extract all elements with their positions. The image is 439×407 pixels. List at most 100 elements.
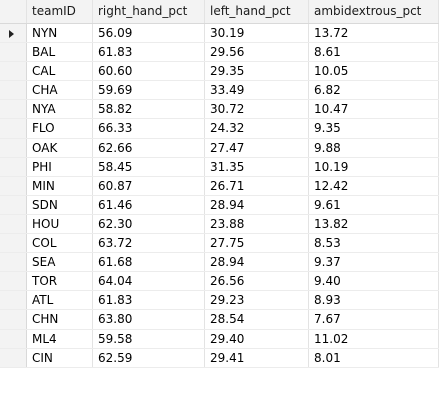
row-header[interactable] [0, 81, 27, 100]
cell-left-hand-pct[interactable]: 27.47 [205, 138, 309, 157]
cell-teamid[interactable]: PHI [27, 157, 93, 176]
row-header[interactable] [0, 62, 27, 81]
cell-teamid[interactable]: CHA [27, 81, 93, 100]
cell-right-hand-pct[interactable]: 61.83 [93, 43, 205, 62]
row-header[interactable] [0, 195, 27, 214]
table-row[interactable]: CAL 60.60 29.35 10.05 [0, 62, 439, 82]
cell-right-hand-pct[interactable]: 66.33 [93, 119, 205, 138]
cell-right-hand-pct[interactable]: 60.60 [93, 62, 205, 81]
cell-right-hand-pct[interactable]: 59.69 [93, 81, 205, 100]
column-header-ambidextrous-pct[interactable]: ambidextrous_pct [309, 0, 439, 23]
cell-ambidextrous-pct[interactable]: 13.82 [309, 214, 439, 234]
table-row[interactable]: PHI 58.45 31.35 10.19 [0, 157, 439, 177]
table-row[interactable]: TOR 64.04 26.56 9.40 [0, 272, 439, 292]
cell-left-hand-pct[interactable]: 29.40 [205, 329, 309, 348]
cell-right-hand-pct[interactable]: 61.68 [93, 253, 205, 272]
cell-right-hand-pct[interactable]: 56.09 [93, 24, 205, 43]
cell-teamid[interactable]: ATL [27, 291, 93, 310]
column-header-right-hand-pct[interactable]: right_hand_pct [93, 0, 205, 23]
row-header-corner[interactable] [0, 0, 27, 23]
cell-ambidextrous-pct[interactable]: 9.37 [309, 253, 439, 272]
row-header[interactable] [0, 272, 27, 291]
cell-right-hand-pct[interactable]: 62.66 [93, 138, 205, 157]
row-header[interactable] [0, 214, 27, 234]
cell-ambidextrous-pct[interactable]: 8.93 [309, 291, 439, 310]
cell-left-hand-pct[interactable]: 24.32 [205, 119, 309, 138]
table-row[interactable]: SDN 61.46 28.94 9.61 [0, 195, 439, 215]
row-header[interactable] [0, 157, 27, 176]
cell-teamid[interactable]: CIN [27, 348, 93, 367]
column-header-left-hand-pct[interactable]: left_hand_pct [205, 0, 309, 23]
table-row[interactable]: HOU 62.30 23.88 13.82 [0, 214, 439, 235]
cell-left-hand-pct[interactable]: 29.35 [205, 62, 309, 81]
cell-left-hand-pct[interactable]: 28.54 [205, 310, 309, 329]
cell-teamid[interactable]: NYA [27, 100, 93, 119]
cell-left-hand-pct[interactable]: 26.71 [205, 176, 309, 195]
cell-ambidextrous-pct[interactable]: 8.01 [309, 348, 439, 367]
cell-teamid[interactable]: FLO [27, 119, 93, 138]
cell-right-hand-pct[interactable]: 61.83 [93, 291, 205, 310]
cell-right-hand-pct[interactable]: 58.82 [93, 100, 205, 119]
row-header[interactable] [0, 138, 27, 157]
cell-right-hand-pct[interactable]: 60.87 [93, 176, 205, 195]
cell-right-hand-pct[interactable]: 62.30 [93, 214, 205, 234]
cell-left-hand-pct[interactable]: 27.75 [205, 234, 309, 253]
cell-left-hand-pct[interactable]: 26.56 [205, 272, 309, 291]
cell-ambidextrous-pct[interactable]: 6.82 [309, 81, 439, 100]
cell-ambidextrous-pct[interactable]: 7.67 [309, 310, 439, 329]
cell-ambidextrous-pct[interactable]: 11.02 [309, 329, 439, 348]
cell-teamid[interactable]: MIN [27, 176, 93, 195]
table-row[interactable]: CIN 62.59 29.41 8.01 [0, 348, 439, 368]
cell-teamid[interactable]: CHN [27, 310, 93, 329]
cell-left-hand-pct[interactable]: 28.94 [205, 253, 309, 272]
table-row[interactable]: COL 63.72 27.75 8.53 [0, 234, 439, 254]
cell-teamid[interactable]: OAK [27, 138, 93, 157]
cell-teamid[interactable]: SDN [27, 195, 93, 214]
column-header-teamid[interactable]: teamID [27, 0, 93, 23]
row-header[interactable] [0, 43, 27, 62]
row-header[interactable] [0, 176, 27, 195]
table-row[interactable]: CHN 63.80 28.54 7.67 [0, 310, 439, 330]
cell-ambidextrous-pct[interactable]: 8.61 [309, 43, 439, 62]
cell-teamid[interactable]: BAL [27, 43, 93, 62]
cell-ambidextrous-pct[interactable]: 10.05 [309, 62, 439, 81]
row-header[interactable] [0, 310, 27, 329]
cell-right-hand-pct[interactable]: 61.46 [93, 195, 205, 214]
cell-ambidextrous-pct[interactable]: 10.47 [309, 100, 439, 119]
cell-right-hand-pct[interactable]: 62.59 [93, 348, 205, 367]
table-row[interactable]: FLO 66.33 24.32 9.35 [0, 119, 439, 139]
cell-teamid[interactable]: COL [27, 234, 93, 253]
table-row[interactable]: SEA 61.68 28.94 9.37 [0, 253, 439, 273]
cell-teamid[interactable]: CAL [27, 62, 93, 81]
table-row[interactable]: NYA 58.82 30.72 10.47 [0, 100, 439, 120]
cell-left-hand-pct[interactable]: 28.94 [205, 195, 309, 214]
row-header[interactable] [0, 100, 27, 119]
table-row[interactable]: MIN 60.87 26.71 12.42 [0, 176, 439, 196]
cell-ambidextrous-pct[interactable]: 10.19 [309, 157, 439, 176]
table-row[interactable]: OAK 62.66 27.47 9.88 [0, 138, 439, 158]
cell-left-hand-pct[interactable]: 31.35 [205, 157, 309, 176]
cell-right-hand-pct[interactable]: 64.04 [93, 272, 205, 291]
row-header[interactable] [0, 119, 27, 138]
row-header[interactable] [0, 291, 27, 310]
row-header[interactable] [0, 234, 27, 253]
cell-teamid[interactable]: ML4 [27, 329, 93, 348]
cell-left-hand-pct[interactable]: 23.88 [205, 214, 309, 234]
row-header[interactable] [0, 348, 27, 367]
cell-left-hand-pct[interactable]: 29.56 [205, 43, 309, 62]
table-row[interactable]: CHA 59.69 33.49 6.82 [0, 81, 439, 101]
cell-ambidextrous-pct[interactable]: 9.61 [309, 195, 439, 214]
cell-right-hand-pct[interactable]: 63.80 [93, 310, 205, 329]
row-header[interactable] [0, 24, 27, 43]
cell-right-hand-pct[interactable]: 59.58 [93, 329, 205, 348]
cell-ambidextrous-pct[interactable]: 9.40 [309, 272, 439, 291]
cell-ambidextrous-pct[interactable]: 9.88 [309, 138, 439, 157]
cell-left-hand-pct[interactable]: 30.19 [205, 24, 309, 43]
cell-right-hand-pct[interactable]: 63.72 [93, 234, 205, 253]
table-row[interactable]: ATL 61.83 29.23 8.93 [0, 291, 439, 311]
table-row[interactable]: NYN 56.09 30.19 13.72 [0, 24, 439, 44]
cell-teamid[interactable]: SEA [27, 253, 93, 272]
cell-ambidextrous-pct[interactable]: 12.42 [309, 176, 439, 195]
table-row[interactable]: BAL 61.83 29.56 8.61 [0, 43, 439, 63]
cell-ambidextrous-pct[interactable]: 13.72 [309, 24, 439, 43]
